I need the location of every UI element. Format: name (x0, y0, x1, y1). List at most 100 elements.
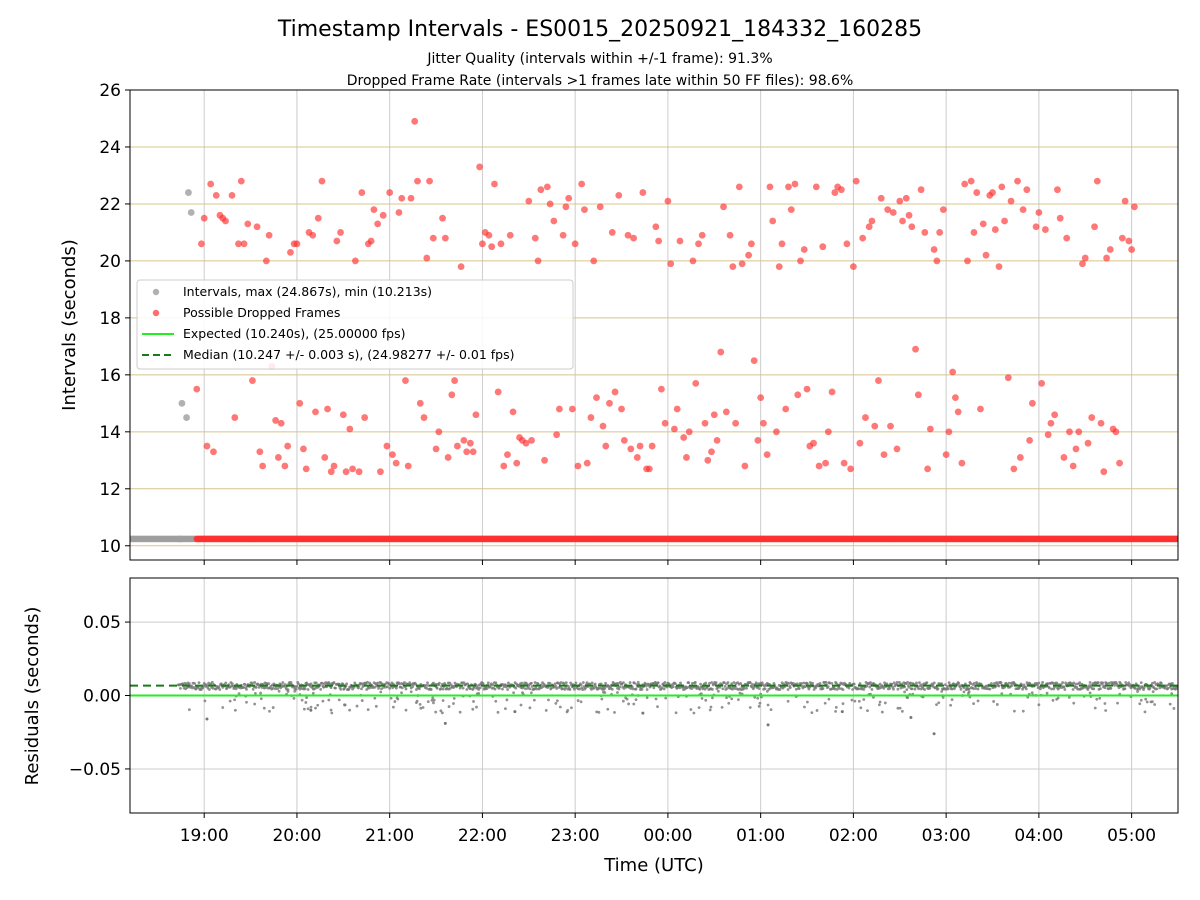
residual-point (857, 687, 860, 691)
dropped-frame-point (404, 462, 412, 470)
x-tick-label: 02:00 (829, 826, 878, 846)
residual-point (633, 681, 636, 685)
interval-point (178, 399, 186, 407)
residual-point (754, 681, 758, 685)
residual-point (429, 688, 433, 691)
residual-point (366, 708, 370, 712)
residual-point (895, 680, 899, 684)
dropped-frame-point (624, 231, 632, 239)
residual-point (486, 681, 490, 685)
residual-point (791, 681, 795, 685)
residual-point (478, 686, 482, 690)
residual-point (1107, 681, 1111, 685)
residual-point (853, 699, 857, 703)
dropped-frame-point (689, 257, 697, 265)
dropped-frame-point (926, 425, 934, 433)
residual-point (870, 688, 874, 691)
legend-dropped-marker (152, 309, 160, 317)
dropped-frame-point (571, 240, 579, 248)
dropped-frame-point (383, 442, 391, 450)
residual-point (505, 698, 509, 702)
residual-point (461, 686, 465, 690)
dropped-frame-point (658, 385, 665, 393)
dropped-frame-point (339, 411, 347, 419)
residual-point (329, 708, 333, 712)
residual-point (1148, 686, 1152, 690)
x-tick-label: 03:00 (922, 826, 971, 846)
chart-subtitle-jitter: Jitter Quality (intervals within +/-1 fr… (426, 51, 772, 67)
residual-point (947, 681, 951, 685)
residual-point (727, 701, 731, 705)
residual-point (268, 709, 271, 713)
residual-point (997, 684, 1001, 688)
residual-point (739, 682, 743, 685)
residual-point (211, 686, 215, 690)
residual-point (276, 687, 280, 691)
residual-point (304, 701, 308, 704)
residual-point (723, 684, 727, 688)
chart-subtitle-dropped: Dropped Frame Rate (intervals >1 frames … (347, 73, 854, 89)
residual-point (896, 687, 900, 691)
dropped-frame-point (692, 379, 700, 387)
residual-point (535, 687, 538, 691)
dropped-frame-point (787, 206, 795, 214)
dropped-frame-point (831, 189, 839, 196)
dropped-frame-point (775, 263, 783, 271)
residual-point (440, 711, 444, 715)
legend-expected-label: Expected (10.240s), (25.00000 fps) (183, 326, 405, 341)
residual-point (621, 681, 625, 685)
residual-point (1010, 683, 1014, 687)
residual-point (382, 686, 386, 689)
residual-point (300, 698, 304, 702)
dropped-frame-point (760, 419, 767, 427)
dropped-frame-point (541, 456, 548, 464)
dropped-frame-point (998, 183, 1006, 191)
dropped-frame-point (590, 257, 598, 265)
residual-point (751, 683, 754, 686)
residual-point (898, 706, 902, 710)
residual-point (841, 702, 845, 706)
residual-point (821, 687, 825, 690)
residual-point (866, 709, 869, 713)
residual-point (224, 681, 228, 685)
dropped-frame-point (587, 414, 595, 421)
residual-point (439, 709, 443, 713)
residual-point (555, 699, 559, 703)
x-tick-label: 01:00 (736, 826, 785, 846)
dropped-frame-point (695, 240, 702, 248)
residual-point (1151, 681, 1154, 685)
dropped-frame-point (1007, 197, 1015, 205)
residual-point (827, 697, 831, 701)
residual-point (656, 681, 660, 685)
residual-point (851, 688, 855, 691)
residual-point (558, 705, 562, 709)
dropped-frame-point (457, 263, 465, 271)
residual-point (1138, 702, 1142, 706)
residual-point (852, 682, 856, 686)
dropped-frame-point (763, 451, 771, 459)
dropped-frame-point (1100, 468, 1108, 476)
residual-point (397, 682, 401, 686)
residual-point (704, 681, 708, 685)
residual-point (409, 690, 413, 694)
dropped-frame-point (398, 194, 406, 202)
residual-point (604, 681, 607, 685)
residual-point (1092, 687, 1096, 691)
dropped-frame-point (531, 234, 539, 242)
dropped-frame-point (402, 377, 409, 384)
dropped-frame-point (991, 226, 999, 233)
residual-point (469, 687, 472, 691)
chart-title: Timestamp Intervals - ES0015_20250921_18… (277, 17, 922, 42)
dropped-frame-point (1106, 246, 1114, 253)
dropped-frame-point (1121, 197, 1129, 205)
residual-point (786, 699, 790, 703)
dropped-frame-point (469, 448, 477, 456)
residual-point (348, 708, 352, 712)
residual-point (297, 682, 300, 686)
residual-point (999, 681, 1003, 685)
dropped-frame-point (977, 405, 984, 413)
residual-point (1093, 706, 1097, 710)
dropped-frame-point (849, 263, 857, 271)
residual-point (228, 699, 232, 703)
dropped-frame-point (750, 357, 758, 365)
